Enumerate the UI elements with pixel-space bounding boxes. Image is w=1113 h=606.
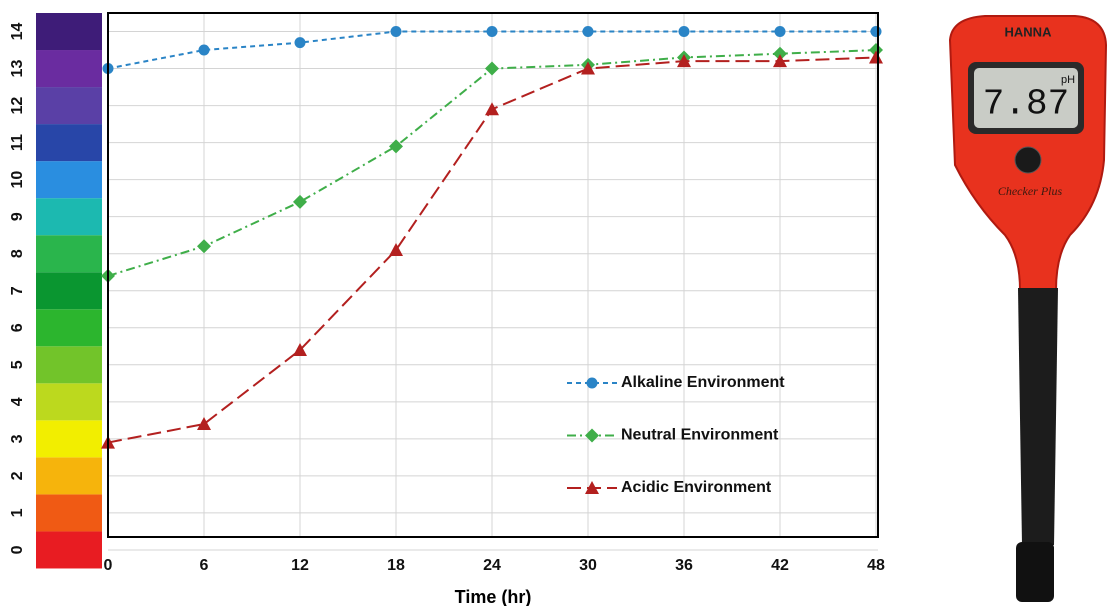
scale-swatch: [36, 87, 102, 125]
scale-swatch: [36, 531, 102, 569]
x-tick-label: 18: [387, 557, 405, 574]
marker: [582, 26, 594, 38]
y-tick-label: 3: [9, 434, 26, 443]
y-tick-label: 6: [9, 323, 26, 332]
legend: Alkaline Environment Neutral Environment A…: [567, 374, 785, 496]
marker: [486, 26, 498, 38]
marker: [197, 417, 211, 431]
marker: [293, 194, 307, 209]
marker: [197, 239, 211, 254]
marker: [677, 54, 691, 68]
marker: [581, 61, 595, 75]
scale-swatch: [36, 494, 102, 532]
meter-reading: 7.87: [983, 84, 1069, 125]
x-tick-label: 12: [291, 557, 309, 574]
y-tick-label: 4: [9, 397, 26, 406]
series-lines: [101, 26, 883, 449]
meter-body: [1018, 288, 1058, 545]
legend-marker: [585, 481, 599, 494]
marker: [870, 26, 882, 38]
ph-meter: HANNA 7.87 pH Checker Plus: [948, 15, 1108, 602]
y-tick-label: 0: [9, 545, 26, 554]
legend-label: Neutral Environment: [621, 427, 779, 444]
y-tick-label: 9: [9, 212, 26, 221]
scale-swatch: [36, 50, 102, 88]
marker: [198, 44, 210, 56]
marker: [389, 243, 403, 257]
scale-swatch: [36, 272, 102, 310]
scale-swatch: [36, 457, 102, 495]
plot-area: [108, 13, 878, 537]
x-tick-label: 36: [675, 557, 693, 574]
meter-unit: pH: [1061, 74, 1075, 86]
marker: [485, 102, 499, 116]
x-tick-label: 24: [483, 557, 501, 574]
y-tick-label: 1: [9, 508, 26, 517]
marker: [773, 54, 787, 68]
legend-label: Alkaline Environment: [621, 374, 785, 391]
marker: [294, 37, 306, 49]
marker: [869, 50, 883, 64]
x-tick-label: 42: [771, 557, 789, 574]
legend-marker: [586, 377, 598, 389]
meter-brand: HANNA: [1005, 24, 1053, 39]
meter-tip: [1016, 542, 1054, 602]
marker: [389, 139, 403, 154]
y-tick-label: 7: [9, 286, 26, 295]
scale-swatch: [36, 235, 102, 273]
scale-swatch: [36, 13, 102, 51]
scale-swatch: [36, 161, 102, 199]
marker: [773, 46, 787, 61]
marker: [293, 342, 307, 356]
y-tick-label: 5: [9, 360, 26, 369]
series-line: [107, 30, 876, 70]
x-axis-label: Time (hr): [455, 587, 532, 606]
scale-swatch: [36, 124, 102, 162]
y-tick-label: 8: [9, 249, 26, 258]
y-tick-label: 12: [9, 97, 26, 115]
scale-swatch: [36, 309, 102, 347]
y-tick-label: 10: [9, 171, 26, 189]
marker: [390, 26, 402, 38]
marker: [869, 43, 883, 58]
meter-model: Checker Plus: [998, 184, 1063, 198]
x-tick-label: 30: [579, 557, 597, 574]
y-tick-label: 2: [9, 471, 26, 480]
legend-marker: [585, 428, 599, 443]
x-tick-label: 6: [200, 557, 209, 574]
marker: [485, 61, 499, 76]
scale-swatch: [36, 420, 102, 458]
scale-swatch: [36, 198, 102, 236]
display: [974, 68, 1078, 128]
x-tick-label: 0: [104, 557, 113, 574]
y-tick-label: 13: [9, 60, 26, 78]
y-tick-label: 11: [9, 134, 26, 151]
scale-swatch: [36, 346, 102, 384]
y-tick-label: 14: [9, 23, 26, 41]
scale-swatch: [36, 383, 102, 421]
legend-label: Acidic Environment: [621, 479, 772, 496]
marker: [774, 26, 786, 38]
marker: [678, 26, 690, 38]
plot-border: [107, 12, 879, 538]
button: [1014, 146, 1042, 174]
x-tick-label: 48: [867, 557, 885, 574]
